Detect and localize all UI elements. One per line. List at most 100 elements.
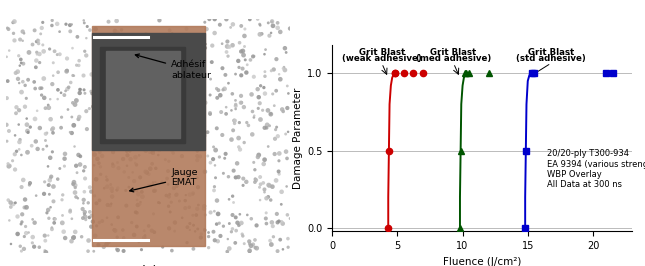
Point [57,213,68,218]
Point [30,117,40,121]
Point [247,109,257,114]
Point [48,73,58,78]
Point [164,159,174,163]
Text: 20/20-ply T300-934
EA 9394 (various strengths)
WBP Overlay
All Data at 300 ns: 20/20-ply T300-934 EA 9394 (various stre… [548,149,645,189]
Point [26,144,37,148]
Point [186,69,197,74]
Point [154,201,164,205]
Point [172,184,182,188]
Point [275,30,286,34]
Point [147,162,157,166]
Point [31,193,41,198]
Point [205,111,215,115]
Point [199,134,210,138]
Point [95,165,106,169]
Point [135,202,145,206]
Point [119,170,130,174]
Point [79,198,89,202]
Point [29,80,39,84]
Point [193,185,203,189]
Point [234,65,244,69]
Point [74,63,84,68]
Point [123,36,133,40]
Point [258,181,268,185]
Point [195,112,206,116]
Point [217,66,228,70]
Point [125,157,135,161]
Point [267,185,277,189]
Point [226,25,236,30]
Point [141,169,151,174]
Point [119,141,129,146]
Point [74,153,84,157]
Point [81,36,92,40]
Point [57,193,68,197]
Point [43,233,54,238]
Point [74,117,84,121]
Point [152,116,163,120]
Point [205,161,215,165]
Point [149,37,159,41]
Point [28,217,38,222]
Point [59,93,70,97]
Point [89,81,99,86]
Point [204,17,215,21]
Point [177,154,187,158]
Point [259,187,270,192]
Point [140,88,150,92]
Bar [100,47,185,143]
Point [21,205,32,209]
Point [121,188,131,193]
Point [228,200,239,205]
Point [143,224,154,228]
Point [97,154,107,158]
Point [208,230,219,234]
Point [277,190,287,194]
Point [47,227,57,231]
Point [56,91,66,95]
Point [107,194,117,199]
Point [285,26,295,31]
Point [192,154,203,158]
Point [246,244,256,248]
Point [37,43,48,47]
Point [124,185,134,189]
Point [159,146,169,150]
Point [272,220,283,225]
Point [139,228,150,233]
Point [145,92,155,96]
Point [66,80,76,85]
Point [56,126,66,130]
Point [184,205,194,209]
Point [94,118,104,122]
Point [226,230,237,234]
Point [82,24,92,29]
Point [79,88,89,92]
Text: Jauge
EMAT: Jauge EMAT [130,168,197,192]
Point [30,86,41,91]
Point [276,220,286,224]
Point [174,87,184,92]
Point [17,30,28,34]
Point [12,69,23,74]
Point [40,248,50,253]
Point [179,92,190,96]
Point [184,192,195,197]
Point [39,49,49,53]
Point [24,50,34,55]
Point [236,24,246,28]
Point [115,51,125,55]
Point [180,172,190,176]
Point [239,140,250,145]
Point [99,90,109,94]
Point [250,168,260,172]
Point [126,93,136,97]
Point [263,21,273,25]
Point [81,218,91,222]
Point [20,197,30,202]
Point [157,71,168,75]
Point [230,104,241,108]
Point [41,250,51,255]
Point [43,183,53,187]
Point [16,153,26,157]
